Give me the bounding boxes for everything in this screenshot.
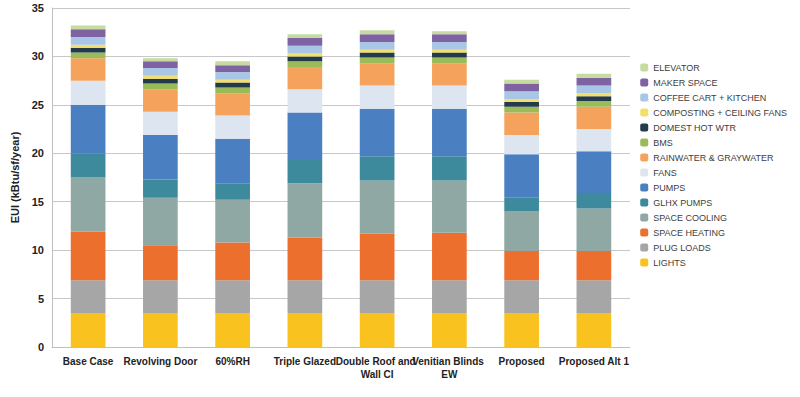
svg-text:20: 20 [32,147,44,159]
svg-text:0: 0 [38,341,44,353]
svg-text:Wall CI: Wall CI [361,369,394,380]
svg-text:10: 10 [32,244,44,256]
svg-text:FANS: FANS [653,168,677,178]
svg-text:PUMPS: PUMPS [653,183,685,193]
svg-text:DOMEST HOT WTR: DOMEST HOT WTR [653,123,736,133]
svg-text:PLUG LOADS: PLUG LOADS [653,243,711,253]
svg-text:Proposed Alt 1: Proposed Alt 1 [559,356,630,367]
svg-text:MAKER SPACE: MAKER SPACE [653,78,717,88]
svg-text:Revolving Door: Revolving Door [123,356,197,367]
svg-text:SPACE HEATING: SPACE HEATING [653,228,725,238]
svg-text:BMS: BMS [653,138,673,148]
svg-text:COMPOSTING + CEILING FANS: COMPOSTING + CEILING FANS [653,108,787,118]
svg-text:LIGHTS: LIGHTS [653,258,686,268]
svg-text:Double Roof and: Double Roof and [336,356,419,367]
svg-text:60%RH: 60%RH [215,356,249,367]
svg-text:25: 25 [32,99,44,111]
svg-text:COFFEE CART + KITCHEN: COFFEE CART + KITCHEN [653,93,766,103]
svg-text:Proposed: Proposed [499,356,545,367]
svg-text:EW: EW [441,369,458,380]
svg-text:RAINWATER & GRAYWATER: RAINWATER & GRAYWATER [653,153,774,163]
svg-text:15: 15 [32,196,44,208]
svg-text:30: 30 [32,50,44,62]
svg-text:Triple Glazed: Triple Glazed [274,356,336,367]
svg-text:5: 5 [38,293,44,305]
svg-text:Base Case: Base Case [63,356,114,367]
svg-text:Venitian Blinds: Venitian Blinds [412,356,486,367]
svg-text:SPACE COOLING: SPACE COOLING [653,213,727,223]
svg-text:GLHX PUMPS: GLHX PUMPS [653,198,712,208]
svg-text:EUI (kBtu/sf/year): EUI (kBtu/sf/year) [9,131,21,223]
svg-text:35: 35 [32,2,44,14]
svg-text:ELEVATOR: ELEVATOR [653,63,700,73]
